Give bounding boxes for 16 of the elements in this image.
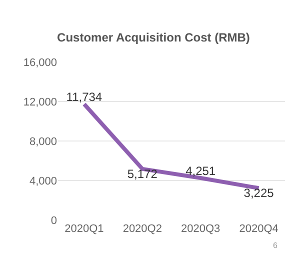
y-tick-label: 12,000 <box>23 96 57 108</box>
text: 6 <box>273 241 278 250</box>
chart-title: Customer Acquisition Cost (RMB) <box>57 30 250 45</box>
data-label: 3,225 <box>244 186 274 200</box>
data-label: 5,172 <box>127 166 158 181</box>
x-tick-label: 2020Q4 <box>239 223 278 235</box>
y-tick-label: 16,000 <box>23 56 57 69</box>
y-tick-label: 0 <box>50 214 57 227</box>
x-tick-label: 2020Q2 <box>122 223 162 235</box>
x-tick-label: 2020Q1 <box>64 223 104 235</box>
data-label: 11,734 <box>66 90 102 104</box>
data-label: 4,251 <box>186 164 216 178</box>
y-tick-label: 8,000 <box>29 136 57 148</box>
x-tick-label: 2020Q3 <box>181 223 220 235</box>
y-tick-label: 4,000 <box>29 175 57 188</box>
line-series <box>82 102 261 190</box>
